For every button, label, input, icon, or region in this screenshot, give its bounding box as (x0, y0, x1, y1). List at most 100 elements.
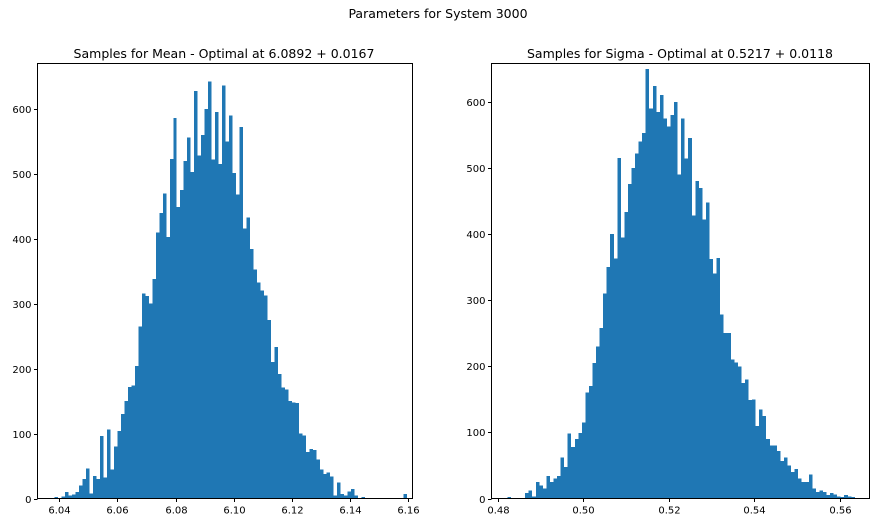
histogram-bar (695, 181, 699, 499)
histogram-bar (89, 493, 94, 499)
histogram-bar (239, 127, 244, 499)
x-tick-label: 0.56 (829, 506, 851, 517)
histogram-bar (837, 496, 841, 499)
histogram-bar (822, 491, 827, 499)
histogram-bar (645, 68, 650, 499)
histogram-bar (211, 159, 216, 499)
histogram-bar (330, 476, 334, 499)
histogram-bar (798, 478, 802, 499)
x-tick-label: 6.14 (339, 506, 361, 517)
y-tick-label: 600 (12, 105, 31, 116)
histogram-bar (208, 81, 212, 499)
histogram-bar (734, 362, 738, 499)
panel-mean-axes-frame (37, 63, 413, 499)
histogram-bar (176, 206, 181, 499)
histogram-bar (603, 293, 607, 499)
x-tick-label: 6.04 (48, 506, 70, 517)
histogram-bar (340, 493, 345, 499)
histogram-bar (698, 187, 703, 499)
histogram-bar (847, 496, 852, 499)
histogram-bar (783, 457, 788, 499)
y-tick-label: 100 (12, 430, 31, 441)
histogram-bar (361, 497, 366, 499)
histogram-bar (403, 493, 407, 499)
histogram-bar (826, 495, 831, 499)
histogram-bar (225, 141, 230, 499)
histogram-bar (744, 379, 749, 499)
histogram-bar (162, 193, 167, 499)
histogram-bar (190, 171, 195, 499)
histogram-bar (507, 497, 511, 499)
histogram-bar (787, 465, 792, 499)
histogram-bar (606, 267, 611, 499)
histogram-bar (553, 478, 558, 499)
histogram-bar (127, 386, 132, 499)
histogram-bar (649, 108, 653, 499)
histogram-bar (830, 493, 834, 499)
histogram-bar (113, 446, 118, 499)
panel-mean-title: Samples for Mean - Optimal at 6.0892 + 0… (74, 46, 375, 61)
histogram-bar (312, 449, 317, 499)
histogram-bar (100, 436, 104, 499)
histogram-bar (243, 228, 247, 499)
histogram-bar (351, 488, 355, 499)
histogram-bar (702, 219, 706, 499)
histogram-bar (316, 459, 320, 499)
histogram-bar (246, 217, 250, 499)
histogram-bar (549, 481, 554, 499)
panel-sigma-bars (507, 68, 859, 499)
y-tick-label: 500 (12, 170, 31, 181)
histogram-bar (652, 85, 657, 499)
histogram-bar (755, 425, 760, 499)
histogram-bar (812, 488, 816, 499)
histogram-bar (134, 366, 139, 499)
histogram-bar (152, 279, 156, 499)
x-tick-label: 0.48 (487, 506, 509, 517)
histogram-bar (557, 476, 561, 499)
x-tick-label: 6.08 (165, 506, 187, 517)
histogram-bar (741, 382, 745, 499)
histogram-bar (709, 259, 714, 499)
histogram-bar (528, 490, 533, 499)
histogram-bar (773, 445, 777, 499)
histogram-bar (759, 409, 763, 499)
histogram-bar (309, 449, 313, 499)
histogram-bar (253, 269, 257, 499)
histogram-bar (635, 153, 639, 499)
histogram-bar (766, 439, 770, 499)
histogram-bar (82, 479, 87, 499)
histogram-bar (670, 115, 675, 499)
histogram-bar (183, 160, 188, 499)
histogram-bar (681, 118, 685, 499)
histogram-bar (270, 362, 275, 499)
histogram-bar (666, 126, 671, 499)
histogram-bar (201, 134, 205, 499)
histogram-bar (599, 327, 604, 499)
histogram-bar (218, 164, 223, 499)
histogram-bar (295, 403, 299, 499)
histogram-bar (627, 183, 632, 499)
histogram-bar (808, 474, 813, 499)
panel-sigma-title: Samples for Sigma - Optimal at 0.5217 + … (527, 46, 833, 61)
histogram-bar (801, 481, 806, 499)
histogram-bar (752, 399, 756, 499)
histogram-bar (624, 212, 628, 499)
histogram-bar (347, 491, 352, 499)
histogram-bar (326, 472, 331, 499)
x-tick-label: 0.54 (743, 506, 765, 517)
histogram-bar (354, 495, 359, 499)
histogram-bar (79, 485, 83, 499)
histogram-bar (256, 282, 261, 499)
histogram-bar (613, 258, 618, 499)
histogram-bar (131, 385, 135, 499)
x-tick-label: 6.10 (223, 506, 245, 517)
histogram-bar (197, 155, 202, 499)
histogram-bar (75, 492, 80, 499)
histogram-bar (236, 194, 240, 499)
histogram-bar (805, 481, 809, 499)
histogram-bar (110, 469, 114, 499)
histogram-bar (688, 138, 692, 499)
histogram-bar (180, 190, 184, 499)
histogram-bar (571, 446, 575, 499)
